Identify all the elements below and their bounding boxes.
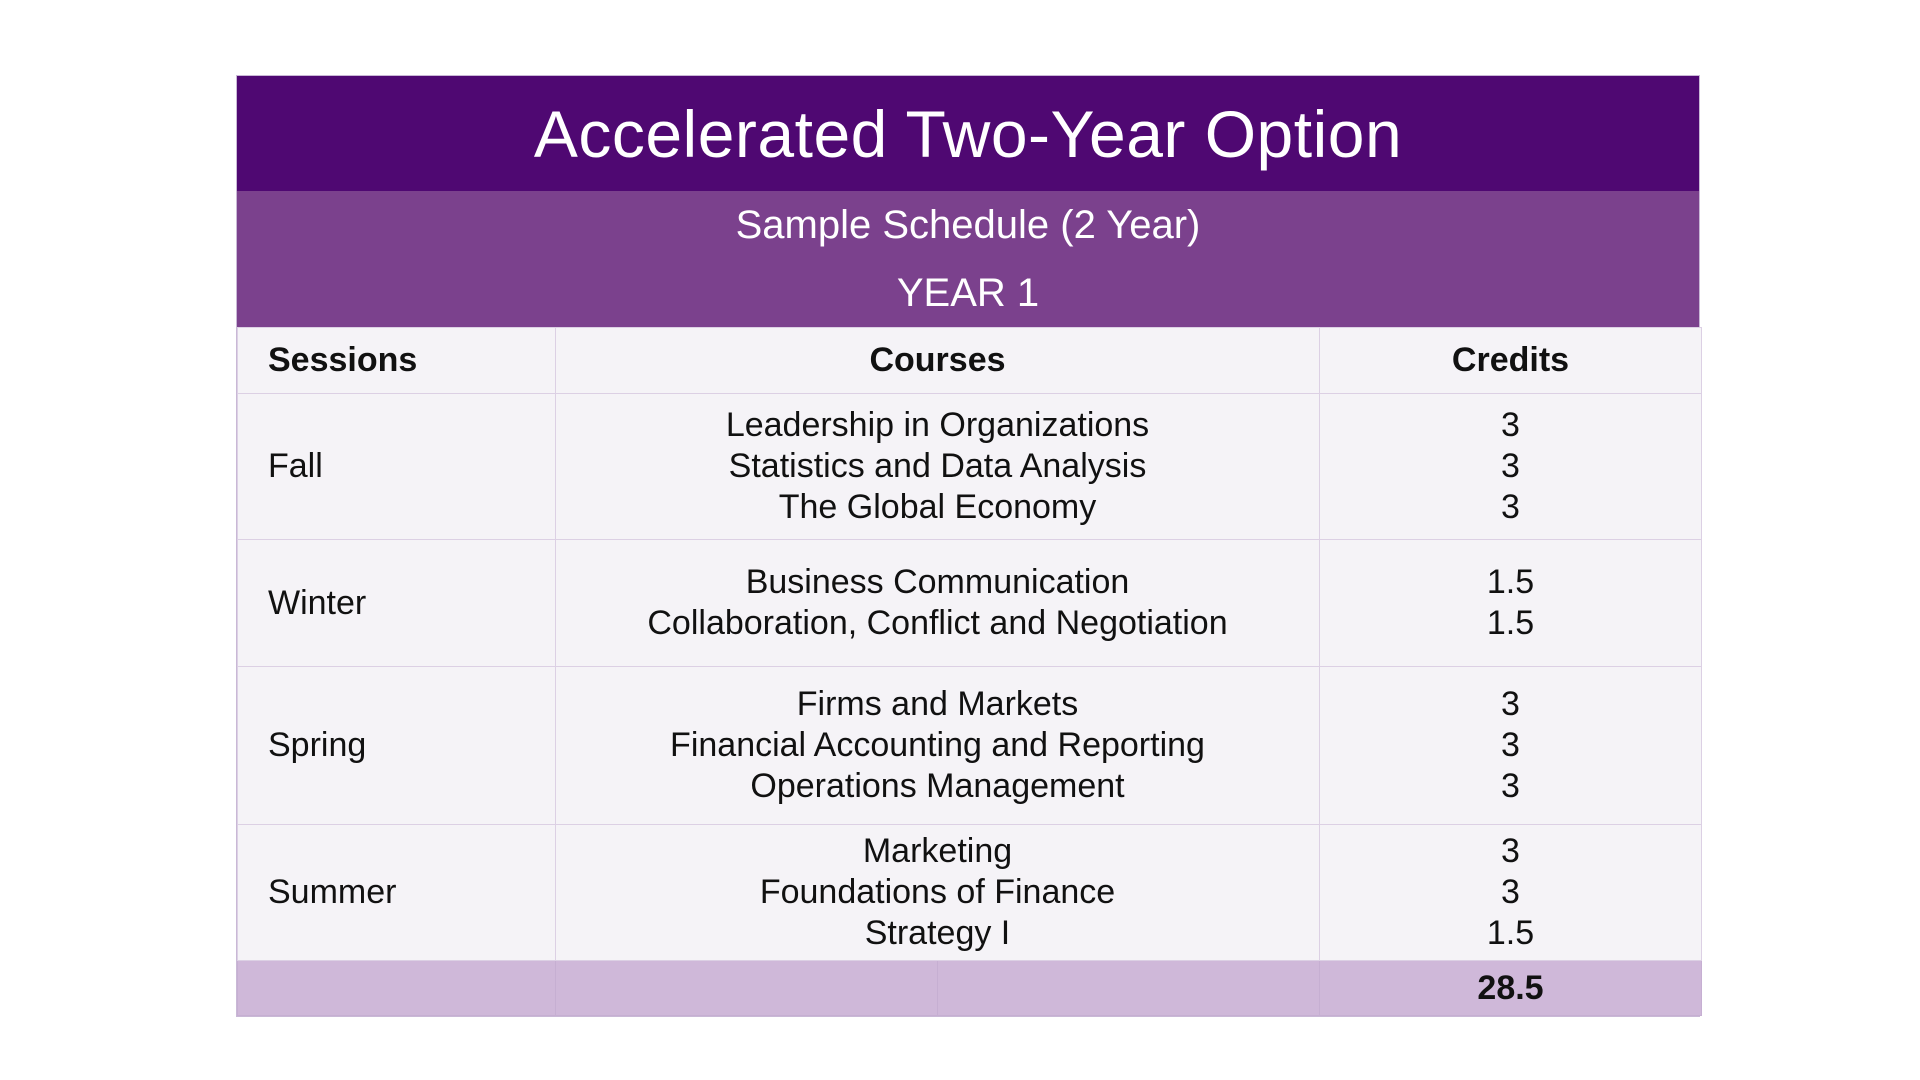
course-name: Collaboration, Conflict and Negotiation	[647, 604, 1228, 642]
course-name: Statistics and Data Analysis	[728, 447, 1147, 485]
total-empty-cell	[237, 960, 556, 1016]
schedule-subtitle: Sample Schedule (2 Year)	[735, 203, 1201, 247]
course-name: Strategy I	[864, 914, 1011, 952]
credit-value: 3	[1501, 488, 1520, 526]
course-name: Business Communication	[745, 563, 1130, 601]
session-cell: Fall	[237, 393, 556, 540]
credits-header: Credits	[1319, 327, 1702, 394]
course-name: The Global Economy	[778, 488, 1097, 526]
credit-value: 3	[1501, 685, 1520, 723]
session-cell: Spring	[237, 666, 556, 825]
credit-value: 3	[1501, 832, 1520, 870]
credits-cell: 1.5 1.5	[1319, 539, 1702, 667]
course-name: Firms and Markets	[796, 685, 1079, 723]
credit-value: 1.5	[1486, 914, 1535, 952]
total-row: 28.5	[237, 960, 1702, 1016]
credit-value: 1.5	[1486, 604, 1535, 642]
credits-cell: 3 3 1.5	[1319, 824, 1702, 961]
table-row: Summer Marketing Foundations of Finance …	[237, 824, 1702, 961]
credit-value: 3	[1501, 767, 1520, 805]
year-label: YEAR 1	[896, 271, 1040, 315]
courses-header: Courses	[555, 327, 1320, 394]
course-name: Operations Management	[750, 767, 1125, 805]
table-row: Fall Leadership in Organizations Statist…	[237, 393, 1702, 540]
sessions-header: Sessions	[237, 327, 556, 394]
total-empty-cell	[937, 960, 1320, 1016]
total-credits: 28.5	[1319, 960, 1702, 1016]
table-row: Spring Firms and Markets Financial Accou…	[237, 666, 1702, 825]
session-cell: Winter	[237, 539, 556, 667]
session-cell: Summer	[237, 824, 556, 961]
course-name: Marketing	[862, 832, 1013, 870]
courses-cell: Business Communication Collaboration, Co…	[555, 539, 1320, 667]
credit-value: 3	[1501, 447, 1520, 485]
table-title: Accelerated Two-Year Option	[237, 76, 1699, 191]
credit-value: 3	[1501, 873, 1520, 911]
subtitle-band: Sample Schedule (2 Year) YEAR 1	[237, 191, 1699, 327]
courses-cell: Firms and Markets Financial Accounting a…	[555, 666, 1320, 825]
courses-table: Sessions Courses Credits Fall Leadership…	[237, 327, 1702, 1016]
course-name: Leadership in Organizations	[725, 406, 1150, 444]
courses-cell: Leadership in Organizations Statistics a…	[555, 393, 1320, 540]
course-name: Foundations of Finance	[759, 873, 1116, 911]
credits-cell: 3 3 3	[1319, 666, 1702, 825]
credit-value: 3	[1501, 406, 1520, 444]
schedule-table: Accelerated Two-Year Option Sample Sched…	[236, 75, 1702, 1017]
header-row: Sessions Courses Credits	[237, 327, 1702, 394]
total-empty-cell	[555, 960, 938, 1016]
course-name: Financial Accounting and Reporting	[670, 726, 1205, 764]
credits-cell: 3 3 3	[1319, 393, 1702, 540]
courses-cell: Marketing Foundations of Finance Strateg…	[555, 824, 1320, 961]
credit-value: 3	[1501, 726, 1520, 764]
table-row: Winter Business Communication Collaborat…	[237, 539, 1702, 667]
credit-value: 1.5	[1486, 563, 1535, 601]
